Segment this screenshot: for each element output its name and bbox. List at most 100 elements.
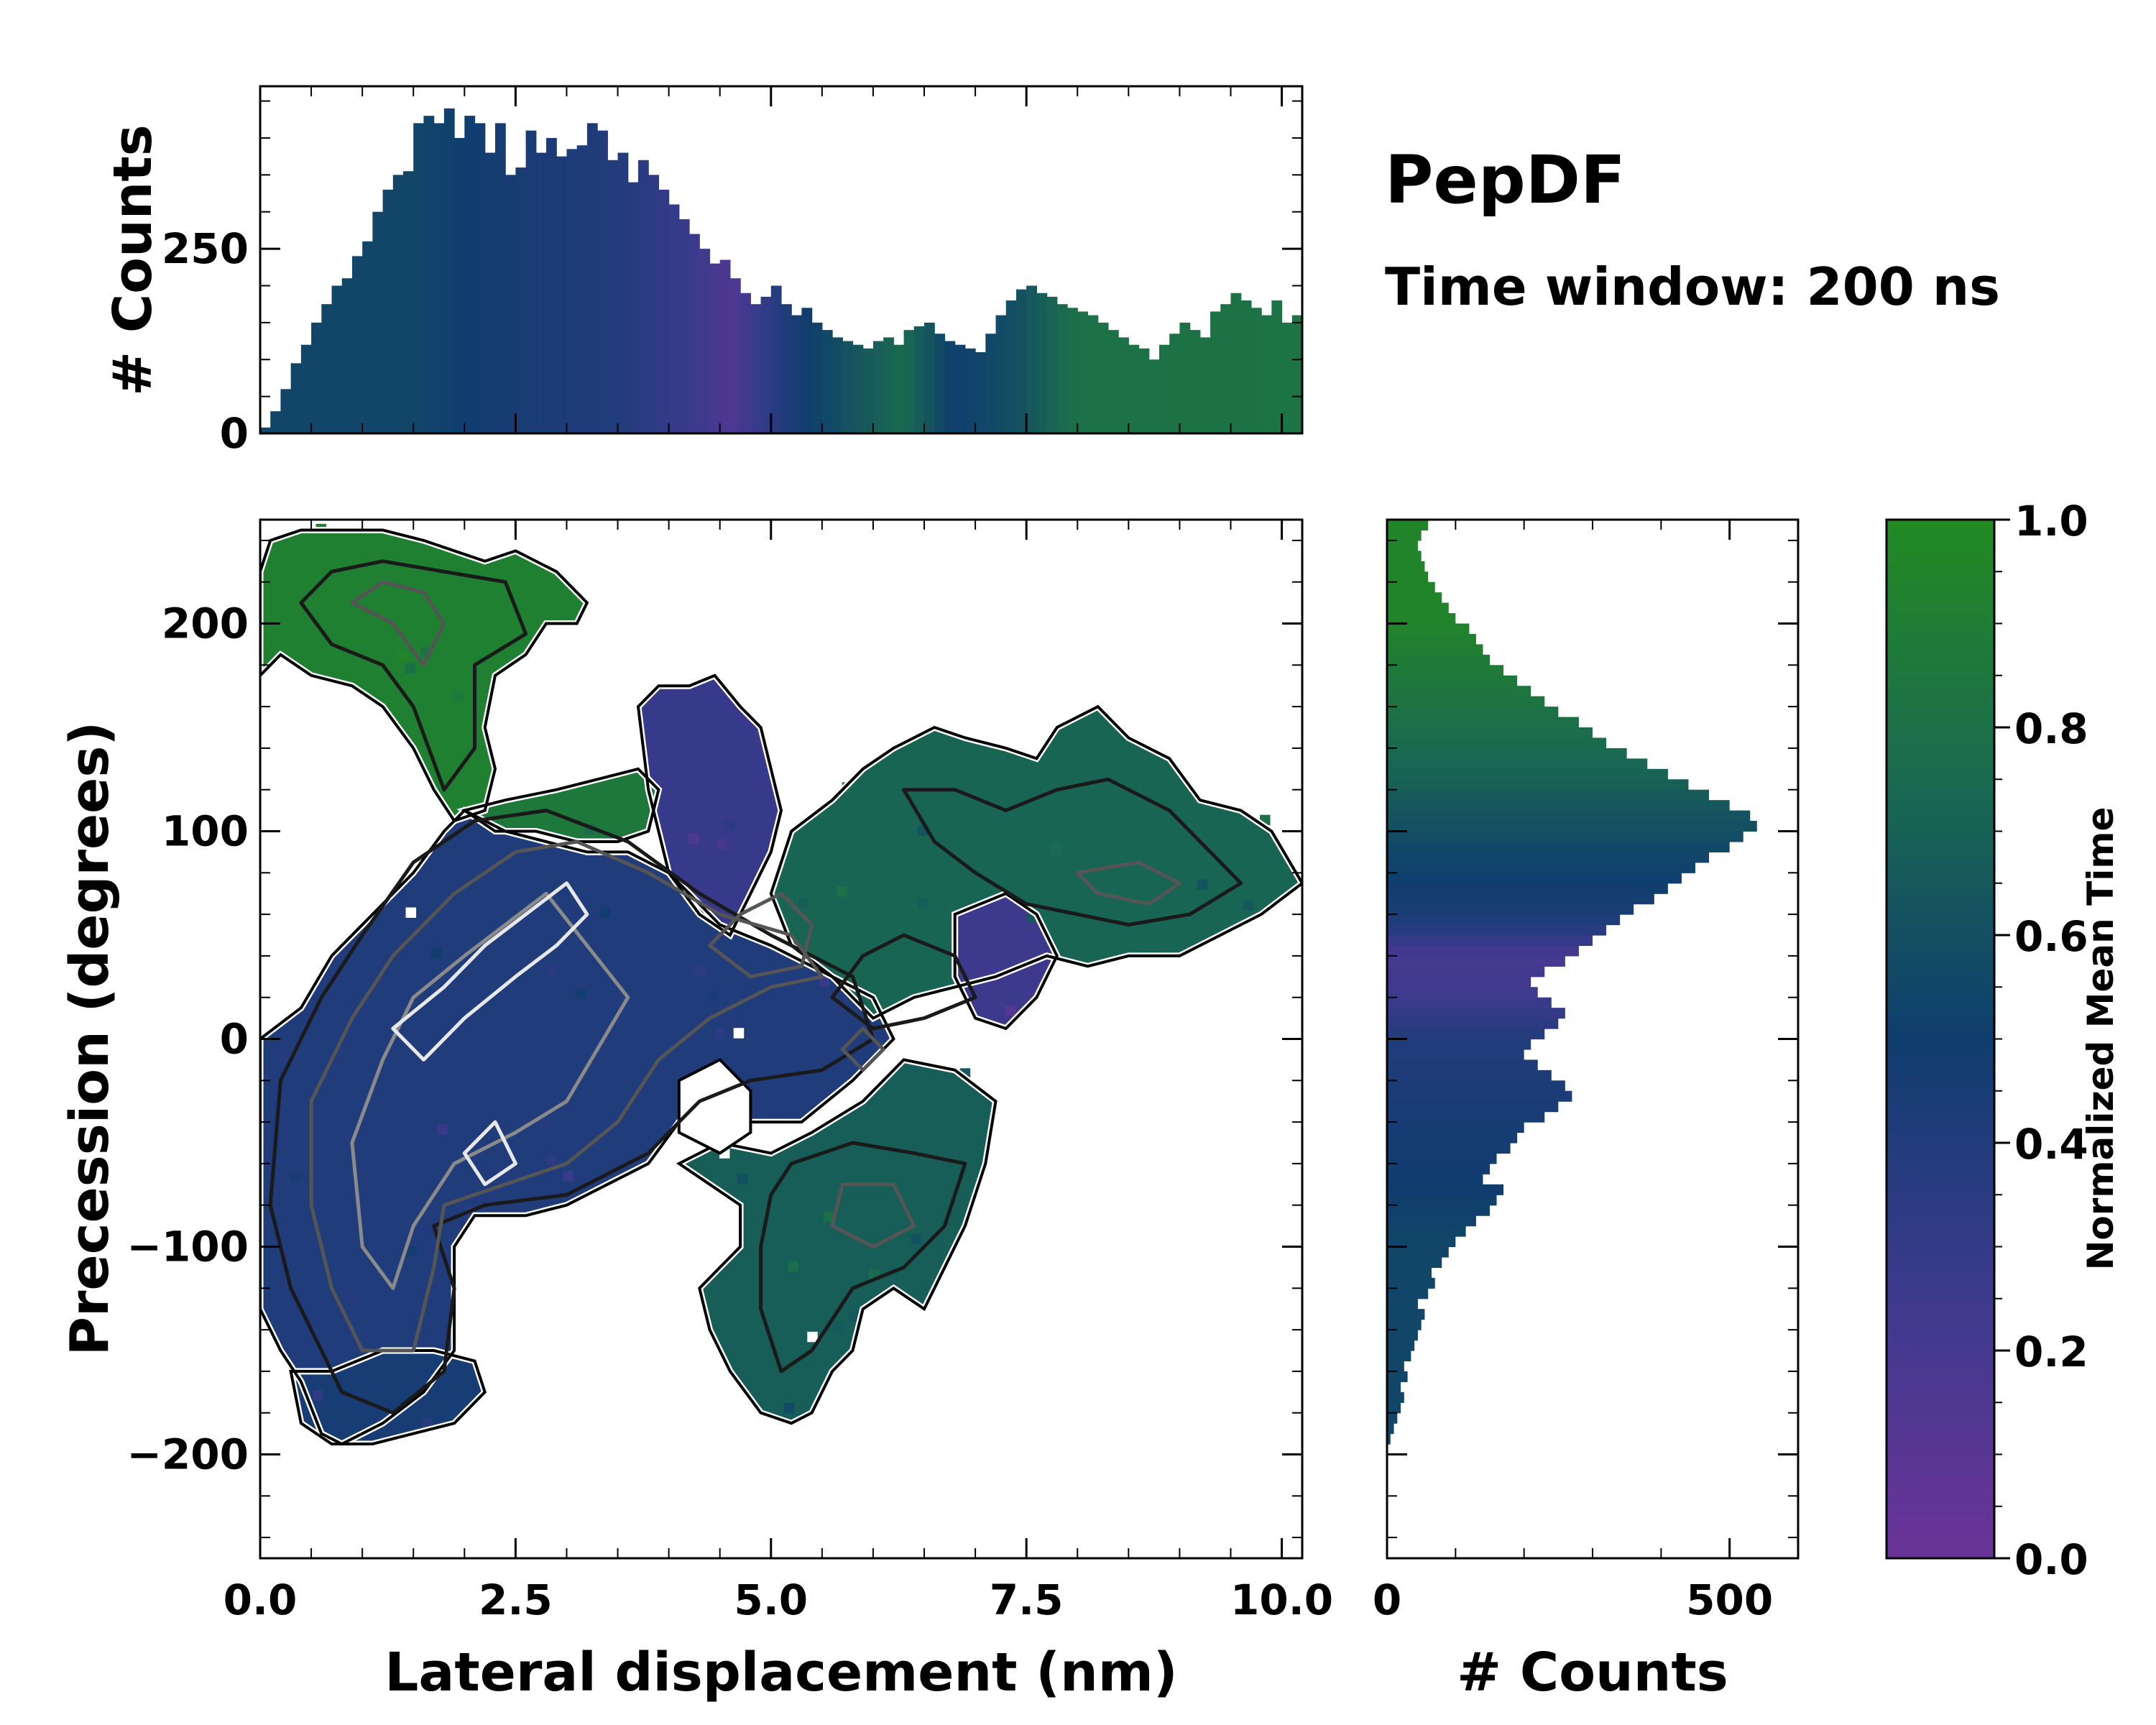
top-histogram-bar	[913, 326, 925, 433]
right-histogram-bar	[1387, 343, 1394, 354]
right-histogram-bar	[1387, 1205, 1490, 1216]
top-histogram-bar	[494, 123, 506, 433]
top-histogram-bar	[1107, 330, 1119, 433]
top-histogram-bar	[821, 330, 833, 433]
right-histogram-x-tick-label: 500	[1686, 1576, 1773, 1624]
heatmap-cell	[662, 908, 673, 919]
heatmap-cell	[783, 1402, 795, 1414]
top-histogram-bar	[505, 175, 516, 433]
heatmap-region-outline	[461, 767, 660, 843]
contour-line-level-2	[830, 1182, 916, 1248]
top-histogram-bar	[1486, 392, 1497, 433]
top-histogram-bar	[852, 344, 864, 433]
right-histogram-bar	[1387, 499, 1442, 510]
top-histogram-bar	[637, 160, 649, 433]
top-histogram-bar	[607, 160, 619, 433]
contour-line-level-2	[1075, 860, 1181, 906]
contour-line-level-1	[268, 809, 875, 1415]
top-histogram-bar	[1343, 345, 1354, 433]
top-histogram-bar	[627, 182, 639, 433]
right-histogram-bar	[1387, 322, 1391, 333]
top-histogram-bar	[515, 167, 527, 433]
heatmap-cell	[714, 1029, 725, 1039]
contour-line-level-2	[350, 580, 446, 667]
right-histogram-bar	[1387, 955, 1565, 967]
top-histogram-bar	[1711, 423, 1722, 433]
main-x-tick-label: 0.0	[224, 1576, 298, 1624]
top-histogram-bar	[1608, 382, 1619, 433]
contour-line-level-5	[462, 1120, 517, 1187]
right-histogram-bar	[1387, 1195, 1497, 1206]
top-histogram-bar	[1680, 411, 1691, 433]
right-histogram-bar	[1387, 1163, 1490, 1174]
top-histogram-bar	[311, 322, 322, 433]
figure-subtitle: Time window: 200 ns	[1385, 257, 2000, 317]
heatmap-cell	[1051, 843, 1062, 855]
contour-line-level-4	[391, 881, 589, 1062]
top-histogram-bar	[1179, 322, 1191, 433]
top-histogram-bar	[586, 123, 598, 433]
heatmap-region-left-blue-core	[260, 810, 894, 1444]
right-histogram-bar	[1387, 385, 1408, 395]
right-histogram-bar	[1387, 1153, 1497, 1164]
right-histogram-bar	[1387, 748, 1627, 759]
right-histogram-bar	[1387, 1122, 1524, 1133]
top-histogram-bar	[740, 293, 751, 433]
top-histogram-bar	[964, 348, 976, 433]
right-histogram-bar	[1387, 737, 1607, 749]
top-histogram-bar	[760, 296, 772, 433]
top-histogram-bar	[1721, 426, 1732, 433]
right-histogram-bar	[1387, 841, 1730, 852]
top-histogram-bar	[1189, 330, 1201, 433]
top-histogram-bar	[1425, 378, 1436, 433]
heatmap-region-outline	[676, 1058, 998, 1425]
heatmap-cell	[313, 1390, 323, 1401]
top-histogram-bar	[280, 389, 292, 433]
right-histogram-bar	[1387, 976, 1531, 988]
main-x-tick-label: 2.5	[479, 1576, 553, 1624]
right-histogram-bar	[1387, 1029, 1545, 1040]
right-histogram-bar	[1387, 1381, 1401, 1393]
top-histogram-bar	[576, 145, 588, 433]
figure-title: PepDF	[1385, 142, 1626, 218]
heatmap-cell	[823, 1211, 834, 1223]
top-histogram-bar	[1741, 430, 1752, 433]
top-histogram-bar	[1046, 296, 1058, 433]
right-histogram-bar	[1387, 883, 1668, 894]
top-histogram-bar	[1097, 322, 1109, 433]
top-histogram-bar	[842, 341, 854, 433]
right-histogram-bar	[1387, 1059, 1538, 1071]
right-histogram-bar	[1387, 821, 1757, 832]
top-histogram-bar	[300, 344, 312, 433]
heatmap-cell	[437, 1124, 448, 1135]
right-histogram-bar	[1387, 1423, 1394, 1435]
main-x-tick-label: 7.5	[990, 1576, 1064, 1624]
right-histogram-bar	[1387, 789, 1710, 801]
right-histogram-bar	[1387, 644, 1483, 656]
top-histogram-bar	[1169, 334, 1181, 433]
right-histogram-bar	[1387, 935, 1593, 947]
heatmap-cell	[716, 839, 727, 850]
top-histogram-bar	[1333, 341, 1344, 433]
right-histogram-bar	[1387, 707, 1559, 718]
right-histogram-bar	[1387, 489, 1449, 500]
top-histogram-bar	[750, 304, 762, 433]
top-histogram-bar	[1128, 344, 1140, 433]
top-histogram-bar	[1374, 359, 1385, 433]
right-histogram-bar	[1387, 1225, 1466, 1237]
right-histogram-bar	[1387, 447, 1449, 458]
heatmap-cell	[563, 1171, 573, 1182]
colorbar-gradient	[1886, 520, 1994, 1558]
right-histogram-bar	[1387, 468, 1469, 479]
heatmap-cell	[545, 965, 557, 976]
top-histogram-bar	[975, 351, 986, 433]
top-histogram-bar	[260, 427, 271, 433]
top-histogram-bar	[617, 152, 629, 433]
right-histogram: 0 500 # Counts	[1373, 322, 1800, 1703]
right-histogram-bar	[1387, 1319, 1422, 1330]
right-histogram-bar	[1387, 1184, 1504, 1195]
top-histogram-bar	[382, 189, 394, 433]
right-histogram-bar	[1387, 675, 1518, 686]
heatmap-cell	[545, 1155, 556, 1166]
top-histogram-bar	[985, 334, 997, 433]
